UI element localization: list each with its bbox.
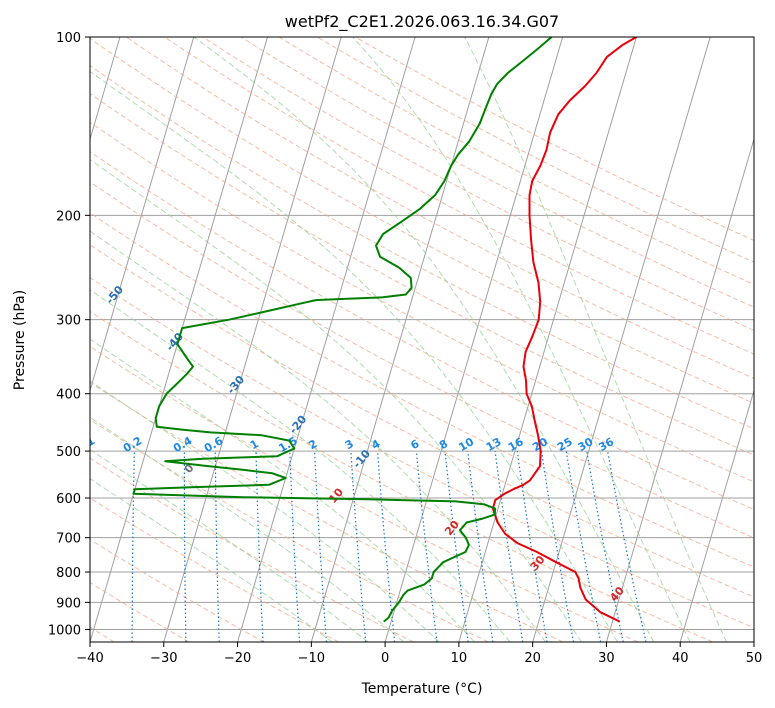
isotherm-line (237, 37, 416, 642)
moist-adiabat (193, 37, 655, 642)
dry-adiabat (278, 37, 754, 285)
mixing-ratio-line (607, 450, 647, 642)
y-tick-label: 300 (56, 314, 81, 329)
isotherm-line (384, 37, 564, 642)
moist-adiabat (90, 478, 333, 642)
moist-adiabat (90, 230, 547, 642)
dry-adiabat (90, 121, 754, 483)
mixing-ratio-line (586, 450, 624, 642)
moist-adiabat (464, 37, 727, 642)
y-tick-label: 500 (56, 445, 81, 460)
dry-adiabat (90, 244, 754, 598)
mixing-ratio-label: 0.1 (74, 434, 97, 455)
mixing-ratio-line (415, 451, 438, 642)
y-tick-label: 600 (56, 492, 81, 507)
isotherm-line (163, 37, 342, 642)
x-tick-label: 50 (746, 651, 763, 666)
mixing-ratio-line (565, 451, 602, 642)
mixing-ratio-line (467, 451, 494, 642)
isotherm-line (90, 37, 195, 393)
plot-frame (89, 36, 755, 643)
dry-adiabat (125, 37, 754, 379)
mixing-ratio-line (516, 451, 548, 642)
plot-area: 0.10.20.40.611.52346810131620253036-100-… (74, 37, 754, 642)
x-tick-label: 10 (451, 651, 468, 666)
moist-adiabat (352, 37, 691, 642)
y-tick-label: 100 (56, 31, 81, 46)
dry-adiabat (90, 310, 713, 642)
moist-adiabat (90, 448, 369, 642)
y-tick-label: 800 (56, 566, 81, 581)
x-tick-label: −40 (76, 651, 103, 666)
mixing-ratio-line (494, 451, 524, 642)
dry-adiabat (90, 381, 564, 642)
chart-title: wetPf2_C2E1.2026.063.16.34.G07 (285, 12, 559, 32)
isotherm-line (532, 37, 711, 642)
y-axis: 100 200 300 400 500 600 700 800 900 1000 (48, 31, 90, 638)
mixing-ratio-line (444, 451, 469, 642)
x-tick-label: −10 (298, 651, 325, 666)
moist-adiabat (90, 289, 511, 642)
isotherm-line (310, 37, 490, 642)
x-tick-label: 40 (672, 651, 689, 666)
x-tick-label: −20 (224, 651, 251, 666)
x-axis: −40 −30 −20 −10 0 10 20 30 40 50 (76, 642, 762, 666)
y-tick-label: 200 (56, 209, 81, 224)
moist-adiabat (90, 416, 404, 642)
y-tick-label: 400 (56, 388, 81, 403)
y-tick-label: 700 (56, 532, 81, 547)
mixing-ratio-line (541, 451, 575, 642)
background-lines (90, 37, 754, 642)
series-lines (132, 37, 637, 623)
y-tick-label: 1000 (48, 623, 81, 638)
dry-adiabat (90, 457, 414, 642)
x-tick-label: 0 (381, 651, 389, 666)
dry-adiabat (240, 37, 754, 308)
x-tick-label: 30 (598, 651, 615, 666)
isotherm-line (679, 388, 754, 642)
x-tick-label: 20 (524, 651, 541, 666)
isotherm-line (605, 137, 754, 642)
dry-adiabat (90, 345, 639, 642)
y-axis-title: Pressure (hPa) (12, 290, 28, 390)
dry-adiabat (90, 181, 754, 539)
dry-adiabat (90, 277, 754, 629)
dry-adiabat (90, 65, 754, 430)
dewpoint-line (132, 37, 553, 623)
temperature-line (491, 37, 637, 623)
dry-adiabat (90, 92, 754, 456)
x-axis-title: Temperature (°C) (361, 681, 483, 697)
isotherm-line (458, 37, 637, 642)
y-tick-label: 900 (56, 596, 81, 611)
x-tick-label: −30 (150, 651, 177, 666)
moist-adiabat (90, 158, 582, 642)
dry-adiabat (164, 37, 754, 355)
